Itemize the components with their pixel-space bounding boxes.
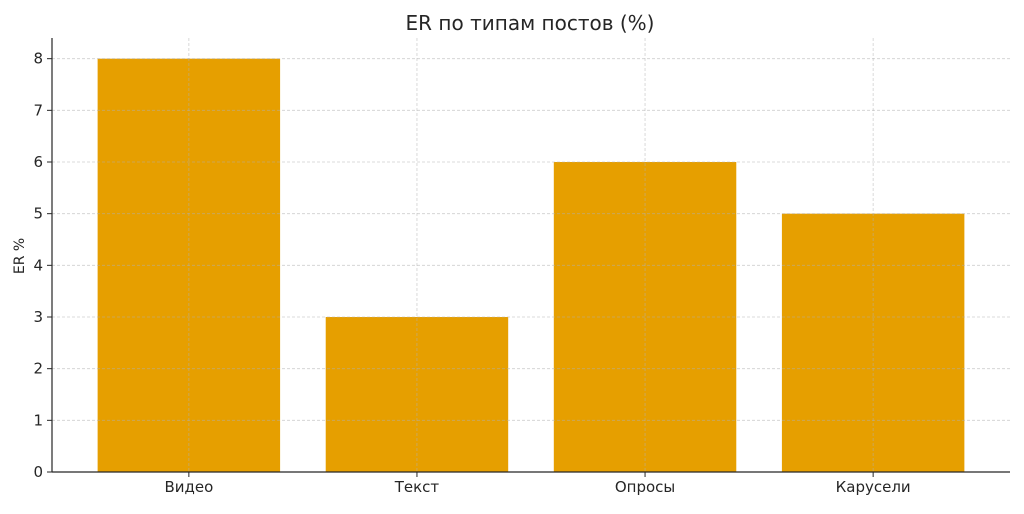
x-tick-label: Карусели — [836, 478, 911, 496]
y-tick-label: 8 — [33, 50, 43, 68]
y-tick-label: 4 — [33, 256, 43, 274]
y-axis-label: ER % — [12, 238, 28, 274]
chart-title: ER по типам постов (%) — [406, 11, 655, 35]
y-tick-label: 3 — [33, 308, 43, 326]
x-tick-label: Опросы — [615, 478, 675, 496]
y-tick-label: 6 — [33, 153, 43, 171]
y-tick-label: 7 — [33, 101, 43, 119]
y-tick-label: 2 — [33, 360, 43, 378]
x-tick-label: Текст — [394, 478, 440, 496]
x-tick-label: Видео — [164, 478, 213, 496]
y-tick-label: 1 — [33, 411, 43, 429]
y-tick-label: 0 — [33, 463, 43, 481]
y-tick-label: 5 — [33, 205, 43, 223]
